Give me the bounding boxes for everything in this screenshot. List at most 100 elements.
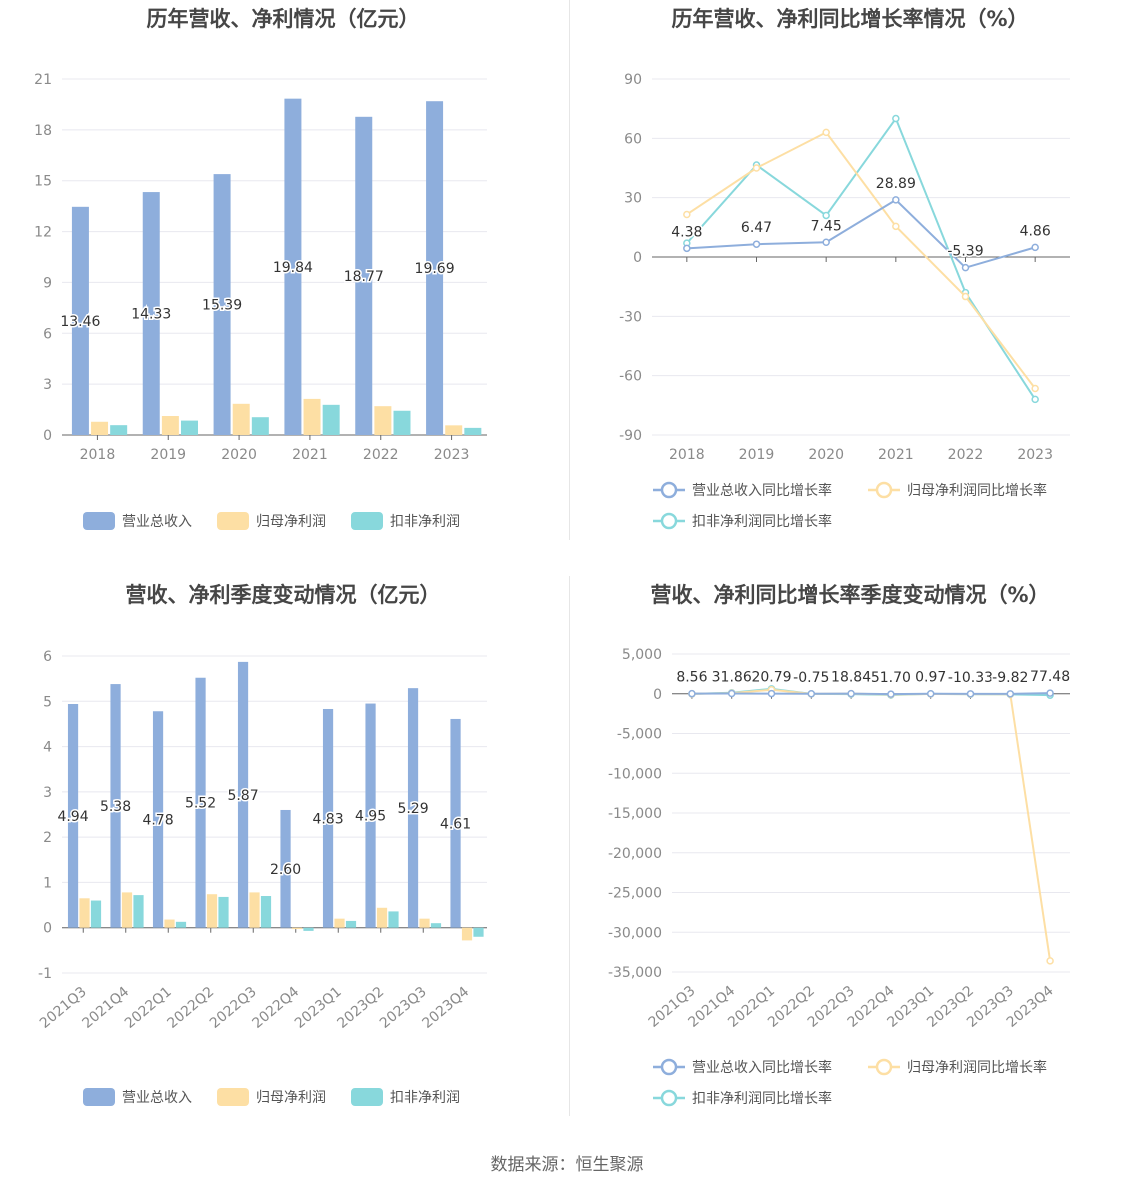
y-tick-label: -35,000 [608, 965, 662, 981]
line-data-label: 51.70 [871, 670, 911, 686]
bar-deducted-profit [133, 895, 144, 928]
legend-label: 归母净利润同比增长率 [907, 1059, 1047, 1076]
x-tick-label: 2023 [434, 447, 470, 463]
legend-label: 扣非净利润同比增长率 [692, 1090, 832, 1107]
series-point-1 [961, 292, 970, 301]
y-tick-label: -10,000 [608, 766, 662, 782]
bar-deducted-profit [251, 417, 269, 435]
bar-revenue [237, 661, 249, 928]
x-tick-label: 2023Q2 [334, 984, 387, 1032]
bar-revenue [213, 174, 231, 436]
bar-revenue [450, 718, 461, 928]
bar-net-profit [419, 918, 430, 928]
bar-revenue [322, 708, 334, 928]
bar-revenue [426, 101, 444, 436]
legend-swatch [83, 512, 115, 530]
y-tick-label: 0 [43, 921, 52, 937]
line-data-label: 4.38 [671, 224, 702, 240]
series-point-2 [892, 114, 900, 123]
x-tick-label: 2022Q3 [207, 984, 260, 1032]
y-tick-label: 0 [633, 250, 642, 266]
legend-swatch-marker [875, 481, 893, 499]
bar-data-label: 14.33 [131, 307, 171, 323]
bar-data-label: 5.87 [227, 788, 258, 804]
series-point-0 [767, 689, 776, 698]
legend: 营业总收入 归母净利润 扣非净利润 [83, 512, 460, 530]
x-tick-label: 2021Q4 [79, 984, 132, 1032]
y-tick-label: 3 [43, 377, 52, 393]
legend-swatch [217, 512, 249, 530]
bar-deducted-profit [393, 410, 411, 435]
x-tick-label: 2022Q2 [164, 984, 217, 1032]
bar-data-label: 5.29 [397, 801, 428, 817]
line-data-label: 8.56 [676, 670, 707, 686]
y-tick-label: -5,000 [617, 727, 662, 743]
bar-data-label: 15.39 [202, 298, 242, 314]
x-tick-label: 2023Q3 [377, 984, 430, 1032]
bar-net-profit [121, 892, 133, 928]
series-line-1 [686, 131, 1036, 390]
source-footer: 数据来源：恒生聚源 [490, 1155, 644, 1175]
legend-label: 营业总收入 [122, 514, 192, 530]
y-tick-label: -20,000 [608, 846, 662, 862]
y-tick-label: -60 [619, 369, 642, 385]
bar-data-label: 4.94 [57, 809, 88, 825]
chart-annual-growth-rate: 历年营收、净利同比增长率情况（%） -90 -60 -30 0 30 60 90 2018 201… [567, 0, 1134, 576]
divider-bottom [569, 576, 570, 1116]
bar-net-profit [91, 421, 109, 435]
line-data-label: -5.39 [947, 244, 983, 260]
y-tick-label: 4 [43, 740, 52, 756]
bar-net-profit [461, 927, 473, 941]
bar-net-profit [161, 416, 179, 435]
x-tick-label: 2020 [221, 447, 257, 463]
y-tick-label: -90 [619, 428, 642, 444]
y-tick-label: -25,000 [608, 886, 662, 902]
bar-revenue [71, 206, 89, 435]
x-tick-label: 2021 [878, 447, 914, 463]
bar-net-profit [445, 425, 463, 435]
legend-swatch [351, 512, 383, 530]
line-data-label: -10.33 [948, 670, 993, 686]
legend-label: 营业总收入同比增长率 [692, 482, 832, 499]
legend-swatch-marker [875, 1058, 893, 1076]
series-point-2 [1031, 395, 1039, 404]
bar-deducted-profit [473, 927, 484, 937]
y-tick-label: 15 [34, 174, 52, 190]
legend-swatch [83, 1088, 115, 1106]
bar-revenue [142, 192, 160, 435]
legend-swatch-marker [660, 481, 678, 499]
x-tick-label: 2018 [80, 447, 116, 463]
y-tick-label: 90 [624, 72, 642, 88]
series-point-0 [926, 689, 935, 698]
y-tick-label: 0 [43, 428, 52, 444]
y-tick-label: 0 [653, 687, 662, 703]
bar-deducted-profit [90, 900, 102, 928]
bar-deducted-profit [218, 896, 229, 928]
bar-revenue [67, 704, 79, 928]
x-tick-label: 2023 [1017, 447, 1053, 463]
y-tick-label: 6 [43, 649, 52, 665]
bar-revenue [195, 677, 206, 928]
series-line-0 [686, 198, 1036, 269]
legend-swatch-marker [660, 1058, 678, 1076]
bar-data-label: 13.46 [60, 314, 100, 330]
series-point-1 [1031, 384, 1039, 393]
legend-label: 归母净利润 [256, 1089, 326, 1106]
bar-net-profit [303, 398, 321, 435]
series-point-0 [887, 690, 895, 698]
chart-title: 历年营收、净利情况（亿元） [147, 7, 420, 31]
bar-net-profit [79, 898, 90, 928]
x-tick-label: 2020 [808, 447, 844, 463]
legend-label: 营业总收入 [122, 1090, 192, 1106]
y-tick-label: 6 [43, 326, 52, 342]
y-tick-label: -30,000 [608, 925, 662, 941]
y-tick-label: -15,000 [608, 806, 662, 822]
line-data-label: 18.84 [831, 670, 871, 686]
series-point-0 [822, 238, 830, 247]
series-point-0 [966, 690, 975, 698]
bar-deducted-profit [430, 923, 442, 928]
y-tick-label: 5,000 [622, 647, 662, 663]
bar-deducted-profit [388, 911, 399, 928]
